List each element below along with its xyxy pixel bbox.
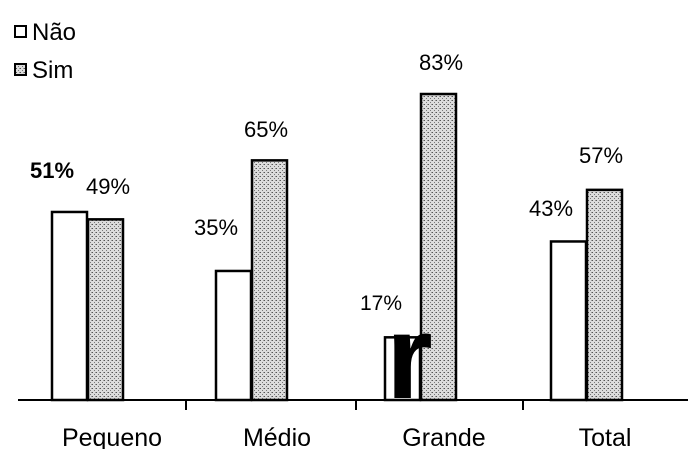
- bars: [50, 92, 624, 402]
- value-label-sim-total: 57%: [579, 143, 623, 168]
- value-label-sim-médio: 65%: [244, 117, 288, 142]
- bar-nao-médio: [214, 269, 253, 402]
- value-labels: 51% 35% 17% 43% 49% 65% 83% 57%: [30, 50, 623, 315]
- bar-nao-pequeno: [50, 210, 89, 402]
- category-label-médio: Médio: [243, 424, 311, 449]
- value-label-nao-total: 43%: [529, 196, 573, 221]
- legend-label-sim: Sim: [32, 57, 73, 84]
- value-label-nao-médio: 35%: [194, 215, 238, 240]
- value-label-sim-grande: 83%: [419, 50, 463, 75]
- value-label-nao-grande: 17%: [360, 292, 402, 315]
- bar-sim-médio: [250, 159, 289, 402]
- legend: Não Sim: [14, 19, 76, 84]
- x-axis: Pequeno Médio Grande Total: [18, 399, 688, 449]
- category-label-total: Total: [579, 424, 632, 449]
- bar-nao-grande: [383, 336, 422, 402]
- legend-swatch-sim: [14, 63, 27, 76]
- value-label-sim-pequeno: 49%: [86, 174, 130, 199]
- category-label-grande: Grande: [402, 424, 485, 449]
- bar-sim-total: [585, 188, 624, 402]
- bar-sim-grande: [419, 92, 458, 402]
- legend-swatch-nao: [14, 25, 27, 38]
- bar-sim-pequeno: [86, 218, 125, 402]
- legend-label-nao: Não: [32, 19, 76, 46]
- scan-artifact: r: [386, 290, 433, 424]
- value-label-nao-pequeno: 51%: [30, 158, 74, 183]
- category-label-pequeno: Pequeno: [62, 424, 162, 449]
- bar-nao-total: [549, 240, 588, 402]
